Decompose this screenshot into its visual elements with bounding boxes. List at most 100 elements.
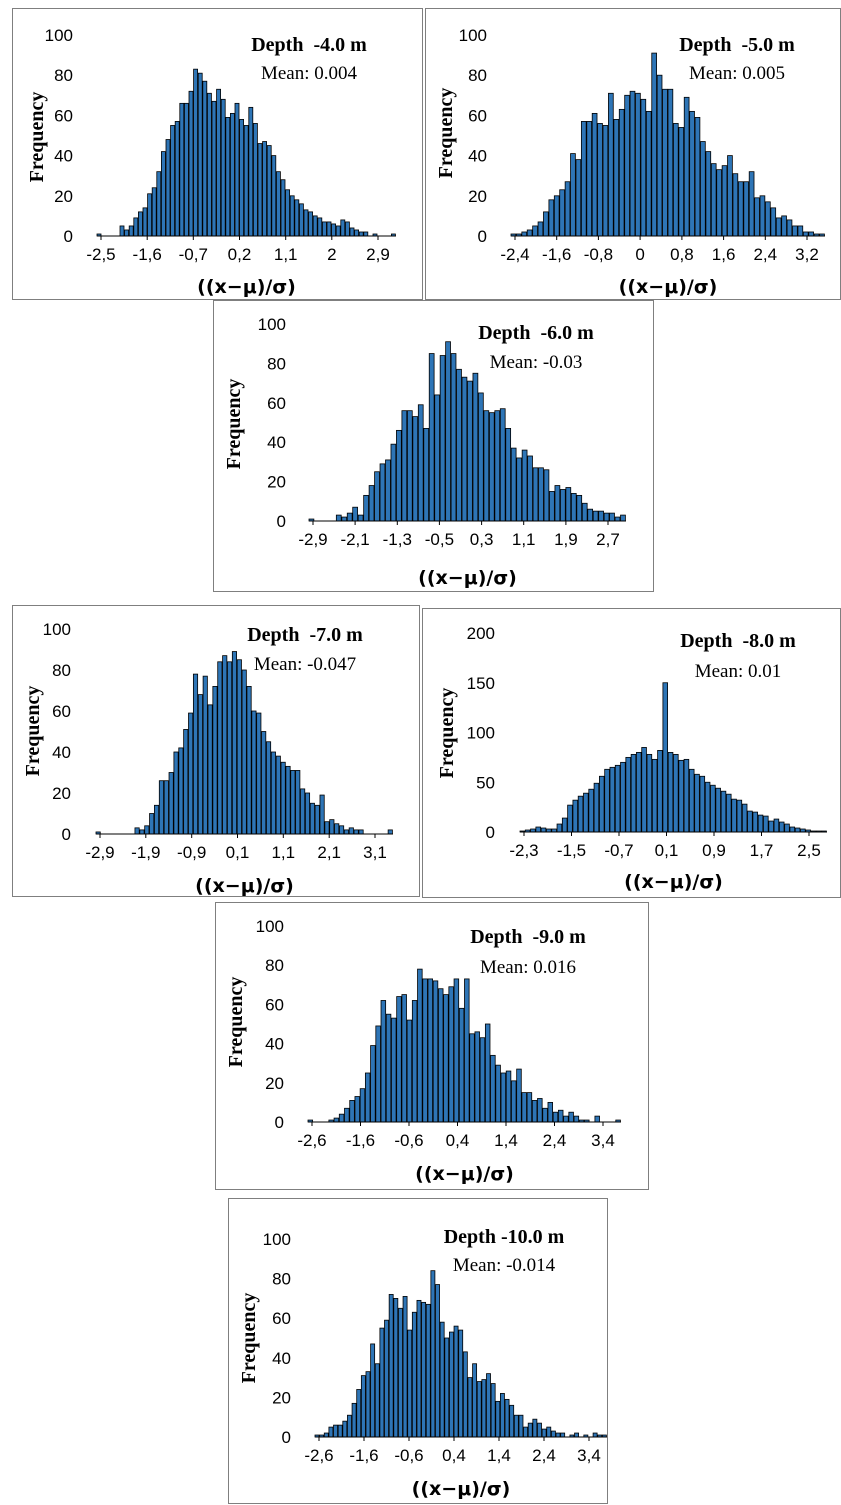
y-tick-label: 60 xyxy=(267,394,286,413)
histogram-bar xyxy=(781,215,787,237)
histogram-bar xyxy=(808,231,814,237)
histogram-bar xyxy=(720,790,727,833)
histogram-bar xyxy=(535,826,541,833)
histogram-bar xyxy=(193,68,199,237)
histogram-bar xyxy=(462,1351,468,1438)
histogram-bar xyxy=(158,780,164,835)
histogram-bar xyxy=(575,159,582,237)
histogram-bar xyxy=(430,1270,436,1438)
x-tick-label: 0,8 xyxy=(670,245,694,264)
x-tick-label: -1,5 xyxy=(557,841,586,860)
x-tick-label: 3,4 xyxy=(591,1131,615,1150)
histogram-bar xyxy=(252,123,258,237)
histogram-bar xyxy=(721,165,728,237)
histogram-bar xyxy=(716,169,722,237)
histogram-bar xyxy=(705,151,712,237)
histogram-bar xyxy=(139,829,145,835)
histogram-bar xyxy=(521,231,528,237)
y-tick-label: 80 xyxy=(54,66,73,85)
histogram-bar xyxy=(759,195,766,237)
histogram-bar xyxy=(375,1025,381,1123)
chart-title: Depth -6.0 m xyxy=(478,322,594,344)
y-tick-label: 100 xyxy=(459,26,487,45)
histogram-bar xyxy=(757,814,764,833)
x-tick-label: 1,4 xyxy=(487,1446,511,1465)
x-tick-label: -1,6 xyxy=(346,1131,375,1150)
mean-annotation: Mean: 0.01 xyxy=(695,661,782,682)
x-tick-label: 2,4 xyxy=(532,1446,556,1465)
histogram-bar xyxy=(342,1420,348,1438)
x-tick-label: -0,8 xyxy=(584,245,613,264)
x-tick-label: 3,2 xyxy=(795,245,819,264)
histogram-bar xyxy=(444,1337,450,1438)
histogram-bar xyxy=(527,455,533,522)
x-tick-label: 1,1 xyxy=(271,843,295,862)
histogram-bar xyxy=(356,1389,362,1438)
histogram-bar xyxy=(464,978,470,1123)
x-tick-label: 0 xyxy=(635,245,644,264)
histogram-bar xyxy=(220,98,226,237)
histogram-bar xyxy=(160,151,166,237)
x-tick-label: -2,3 xyxy=(509,841,538,860)
histogram-bar xyxy=(532,1418,538,1438)
histogram-bar xyxy=(328,1426,334,1438)
y-tick-label: 0 xyxy=(277,512,286,531)
histogram-bar xyxy=(262,141,268,237)
histogram-bar xyxy=(294,199,300,237)
histogram-bar xyxy=(344,1107,350,1123)
histogram-bar xyxy=(560,1432,566,1438)
histogram-bar xyxy=(156,171,162,237)
histogram-bar xyxy=(554,485,561,522)
histogram-bar xyxy=(450,353,457,522)
histogram-bar xyxy=(490,1383,496,1438)
histogram-bar xyxy=(593,782,600,833)
histogram-bar xyxy=(565,487,572,522)
y-tick-label: 50 xyxy=(476,773,495,792)
histogram-bar xyxy=(630,753,637,833)
histogram-svg: 0 20 40 60 80 100 -2,6 -1,6 -0,6 0,4 1,4 2,4 3,4 Dept… xyxy=(225,917,621,1185)
chart-title: Depth -10.0 m xyxy=(444,1226,565,1248)
histogram-bar xyxy=(314,804,320,835)
histogram-bar xyxy=(261,731,267,835)
x-tick-label: 0,1 xyxy=(655,841,679,860)
histogram-bar xyxy=(216,88,222,237)
x-tick-label: -0,6 xyxy=(394,1131,423,1150)
histogram-bar xyxy=(445,341,451,522)
y-tick-label: 80 xyxy=(272,1270,291,1289)
histogram-svg: 0 20 40 60 80 100 -2,4 -1,6 -0,8 0 0,8 1,6 2,4 3,2 Dep… xyxy=(435,26,825,298)
histogram-bar xyxy=(538,467,544,522)
histogram-bar xyxy=(521,1092,527,1123)
histogram-bar xyxy=(700,141,706,237)
histogram-bar xyxy=(531,1100,538,1123)
y-tick-label: 0 xyxy=(486,823,495,842)
histogram-bar xyxy=(786,219,793,237)
histogram-bar xyxy=(495,1400,501,1438)
y-tick-label: 20 xyxy=(468,187,487,206)
x-tick-label: -2,6 xyxy=(304,1446,333,1465)
histogram-bar xyxy=(688,768,695,833)
histogram-panel-depth-9: 0 20 40 60 80 100 -2,6 -1,6 -0,6 0,4 1,4 2,4 3,4 Dept… xyxy=(215,902,649,1190)
histogram-bar xyxy=(380,1000,387,1123)
histogram-bar xyxy=(364,1072,371,1123)
histogram-bar xyxy=(275,755,281,835)
histogram-bar xyxy=(354,229,360,237)
histogram-bar xyxy=(689,110,695,237)
histogram-bar xyxy=(388,1294,394,1438)
histogram-bar xyxy=(613,119,620,237)
histogram-bar xyxy=(234,102,240,237)
histogram-bar xyxy=(797,225,804,237)
y-tick-label: 0 xyxy=(62,825,71,844)
histogram-bar xyxy=(359,1088,366,1123)
histogram-bar xyxy=(504,1398,510,1438)
histogram-bar xyxy=(563,1115,569,1123)
histogram-bar xyxy=(349,227,355,237)
histogram-bar xyxy=(422,978,428,1123)
histogram-bar xyxy=(337,1424,343,1438)
histogram-bar xyxy=(516,457,522,522)
histogram-bar xyxy=(581,502,588,522)
x-tick-label: 1,4 xyxy=(494,1131,518,1150)
chart-title: Depth -7.0 m xyxy=(247,624,363,646)
y-tick-label: 80 xyxy=(265,956,284,975)
histogram-bar xyxy=(678,759,684,833)
histogram-bar xyxy=(641,747,647,833)
